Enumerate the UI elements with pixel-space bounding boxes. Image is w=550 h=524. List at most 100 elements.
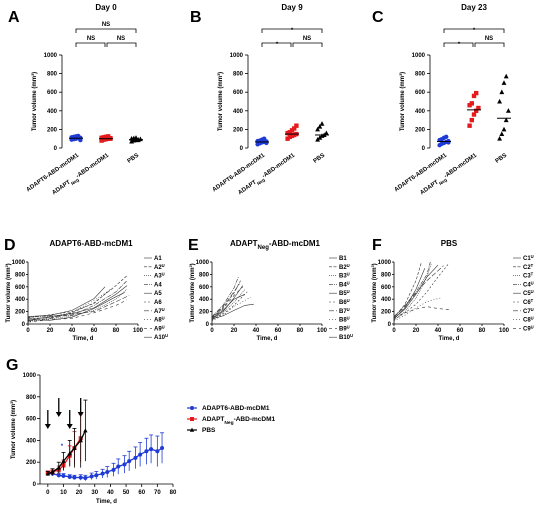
y-tick-label: 800 bbox=[233, 72, 244, 78]
y-tick-label: 400 bbox=[415, 109, 426, 115]
panel-title: ADAPTNeg-ABD-mcDM1 bbox=[230, 239, 321, 251]
x-tick-label: 80 bbox=[297, 328, 304, 334]
series-line bbox=[47, 447, 163, 479]
legend-label: A5 bbox=[154, 291, 162, 297]
y-axis-label: Tumor volume (mm³) bbox=[31, 72, 38, 131]
data-point bbox=[503, 117, 509, 123]
y-tick-label: 600 bbox=[199, 285, 210, 291]
sig-bracket-right bbox=[474, 42, 505, 47]
panel-b: B Day 9 0 200 400 600 800 1000 Tumor volume (mm³… bbox=[190, 3, 329, 197]
y-tick-label: 0 bbox=[33, 482, 37, 488]
legend-label: A9U bbox=[154, 324, 165, 333]
y-tick-label: 0 bbox=[54, 146, 58, 152]
growth-curve bbox=[393, 263, 432, 321]
y-tick-label: 1000 bbox=[196, 260, 210, 266]
y-tick-label: 200 bbox=[233, 127, 244, 133]
x-tick-label: 0 bbox=[392, 328, 396, 334]
data-point bbox=[83, 428, 88, 433]
data-point bbox=[111, 467, 116, 472]
y-tick-label: 800 bbox=[47, 72, 58, 78]
data-point bbox=[56, 465, 61, 470]
data-point bbox=[323, 130, 329, 136]
legend-label: A2U bbox=[154, 262, 165, 271]
data-point bbox=[67, 474, 72, 479]
panel-c: C Day 23 0 200 400 600 800 1000 Tumor volume (mm… bbox=[372, 3, 511, 196]
data-point bbox=[474, 108, 479, 113]
x-tick-label: 10 bbox=[60, 490, 67, 496]
data-point bbox=[133, 455, 138, 460]
y-tick-label: 800 bbox=[15, 272, 26, 278]
legend-marker bbox=[190, 417, 194, 421]
growth-curve bbox=[211, 297, 251, 322]
x-tick-label: 100 bbox=[317, 328, 328, 334]
legend-label: A3U bbox=[154, 271, 165, 280]
data-point bbox=[100, 471, 105, 476]
x-tick-label: 20 bbox=[76, 490, 83, 496]
growth-curve bbox=[393, 306, 450, 319]
data-point bbox=[122, 462, 127, 467]
data-point bbox=[315, 126, 321, 132]
x-category-label: PBS bbox=[313, 153, 327, 165]
y-tick-label: 600 bbox=[47, 90, 58, 96]
data-point bbox=[56, 473, 61, 478]
panel-title: Day 23 bbox=[461, 3, 487, 12]
data-point bbox=[78, 137, 83, 143]
panel-letter: D bbox=[4, 237, 16, 254]
data-point bbox=[262, 136, 267, 141]
legend-label: B6U bbox=[339, 298, 350, 307]
data-point bbox=[294, 123, 299, 128]
data-point bbox=[149, 447, 154, 452]
x-tick-label: 60 bbox=[91, 328, 98, 334]
y-axis-label: Tumor volume (mm³) bbox=[10, 400, 17, 459]
legend-label: B5U bbox=[339, 289, 350, 298]
data-point bbox=[72, 475, 77, 480]
growth-curve bbox=[211, 276, 239, 317]
y-tick-label: 1000 bbox=[23, 373, 37, 379]
growth-curve bbox=[393, 261, 431, 317]
sig-bracket-right bbox=[292, 42, 323, 47]
data-point bbox=[61, 473, 66, 478]
x-tick-label: 60 bbox=[275, 328, 282, 334]
x-tick-label: 0 bbox=[210, 328, 214, 334]
legend-marker bbox=[189, 427, 195, 432]
sig-label-right: NS bbox=[303, 36, 311, 42]
data-point bbox=[444, 134, 449, 140]
y-tick-label: 0 bbox=[422, 146, 426, 152]
treatment-arrow-head bbox=[55, 412, 62, 417]
legend-label: B10U bbox=[339, 333, 353, 342]
legend-label: A1 bbox=[154, 256, 162, 262]
x-tick-label: 0 bbox=[46, 490, 50, 496]
sig-bracket-right bbox=[106, 42, 137, 47]
y-tick-label: 800 bbox=[381, 272, 392, 278]
x-category-label: ADAPTNeg-ABD-mcDM1 bbox=[237, 152, 297, 197]
x-axis-label: Time, d bbox=[439, 336, 460, 342]
legend-label: C7U bbox=[523, 306, 534, 315]
growth-curve bbox=[211, 293, 246, 319]
legend-label: B7U bbox=[339, 306, 350, 315]
data-point bbox=[61, 458, 66, 463]
x-category-label: ADAPTNeg-ABD-mcDM1 bbox=[51, 152, 111, 197]
data-point bbox=[78, 438, 83, 443]
growth-curve bbox=[27, 289, 111, 319]
data-point bbox=[317, 123, 323, 129]
y-tick-label: 400 bbox=[15, 297, 26, 303]
data-point bbox=[89, 474, 94, 479]
legend-label: C6T bbox=[523, 298, 534, 307]
x-tick-label: 40 bbox=[253, 328, 260, 334]
legend-label: B4U bbox=[339, 280, 350, 289]
legend-label: A10U bbox=[154, 333, 168, 342]
y-tick-label: 600 bbox=[415, 90, 426, 96]
legend-label: B2U bbox=[339, 262, 350, 271]
sig-label-right: NS bbox=[117, 36, 125, 42]
sig-label-left: NS bbox=[87, 36, 95, 42]
y-tick-label: 400 bbox=[47, 109, 58, 115]
data-point bbox=[471, 93, 477, 99]
data-point bbox=[155, 449, 160, 454]
data-point bbox=[292, 126, 297, 131]
series-triangle bbox=[45, 399, 88, 476]
data-point bbox=[315, 136, 321, 142]
significance-star: * bbox=[61, 444, 64, 450]
legend-label: C3T bbox=[523, 271, 534, 280]
data-point bbox=[264, 140, 269, 146]
x-tick-label: 40 bbox=[107, 490, 114, 496]
